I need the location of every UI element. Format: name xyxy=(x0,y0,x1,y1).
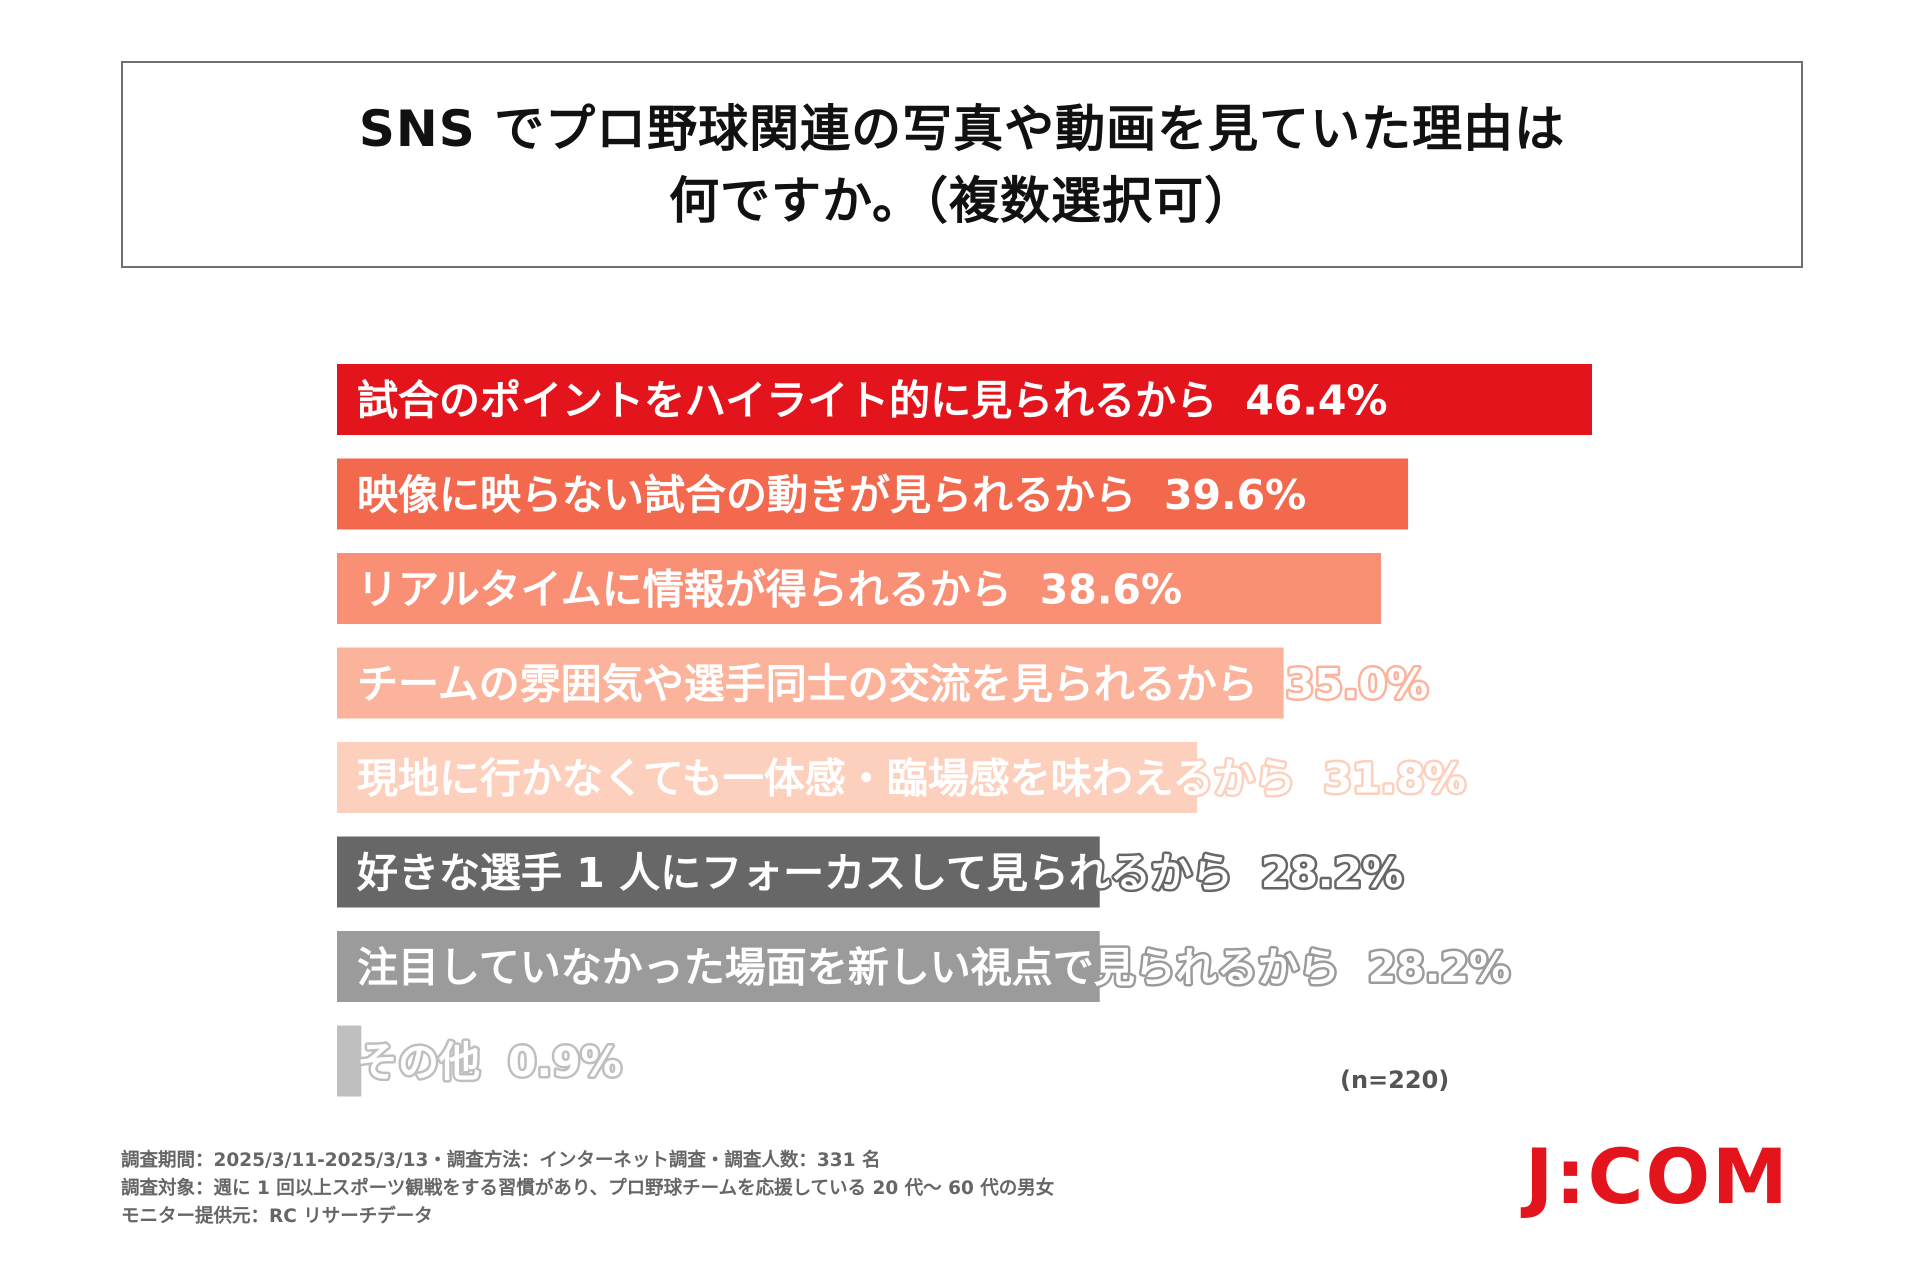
category-label: チームの雰囲気や選手同士の交流を見られるから xyxy=(357,660,1258,708)
bar-5 xyxy=(337,742,1198,813)
category-label: 試合のポイントをハイライト的に見られるから xyxy=(357,377,1217,425)
bar-2 xyxy=(337,458,1409,530)
bar-4 xyxy=(337,647,1284,719)
category-label: 映像に映らない試合の動きが見られるから xyxy=(357,471,1136,519)
bar-label-3: リアルタイムに情報が得られるから 38.6% xyxy=(357,566,1182,614)
bar-7 xyxy=(337,931,1100,1002)
bar-label-8: その他 0.9% xyxy=(357,1038,622,1086)
value-label: 28.2% xyxy=(1261,849,1403,897)
value-label: 39.6% xyxy=(1164,471,1306,519)
footer-line-period: 調査期間：2025/3/11-2025/3/13・調査方法：インターネット調査・… xyxy=(121,1150,881,1171)
value-label: 31.8% xyxy=(1324,755,1466,803)
category-label: 現地に行かなくても一体感・臨場感を味わえるから xyxy=(357,755,1296,803)
survey-footer: 調査期間：2025/3/11-2025/3/13・調査方法：インターネット調査・… xyxy=(121,1147,1054,1231)
value-label: 28.2% xyxy=(1368,944,1510,992)
bar-label-2: 映像に映らない試合の動きが見られるから 39.6% xyxy=(357,471,1306,519)
bar-label-1: 試合のポイントをハイライト的に見られるから 46.4% xyxy=(357,377,1387,425)
bar-label-7: 注目していなかった場面を新しい視点で見られるから 28.2% xyxy=(357,944,1510,992)
jcom-logo: J:COM xyxy=(1525,1132,1790,1221)
bar-chart: 試合のポイントをハイライト的に見られるから 46.4% 映像に映らない試合の動きが見… xyxy=(337,364,1592,1097)
chart-title-line-2: 何ですか。（複数選択可） xyxy=(669,171,1255,230)
bar-1 xyxy=(337,364,1592,435)
bar-8 xyxy=(337,1025,362,1097)
bar-label-4: チームの雰囲気や選手同士の交流を見られるから 35.0% xyxy=(357,660,1428,708)
footer-line-provider: モニター提供元：RC リサーチデータ xyxy=(121,1206,433,1227)
value-label: 46.4% xyxy=(1245,377,1387,425)
value-label: 0.9% xyxy=(508,1038,622,1086)
bar-label-5: 現地に行かなくても一体感・臨場感を味わえるから 31.8% xyxy=(357,755,1466,803)
bar-6 xyxy=(337,836,1100,908)
footer-line-target: 調査対象：週に 1 回以上スポーツ観戦をする習慣があり、プロ野球チームを応援して… xyxy=(121,1178,1055,1199)
bar-3 xyxy=(337,553,1382,624)
category-label: 注目していなかった場面を新しい視点で見られるから xyxy=(357,944,1340,992)
category-label: その他 xyxy=(357,1038,480,1086)
chart-title-line-1: SNS でプロ野球関連の写真や動画を見ていた理由は xyxy=(358,99,1566,158)
value-label: 38.6% xyxy=(1040,566,1182,614)
category-label: リアルタイムに情報が得られるから xyxy=(357,566,1012,614)
category-label: 好きな選手 1 人にフォーカスして見られるから xyxy=(356,849,1233,897)
value-label: 35.0% xyxy=(1286,660,1428,708)
chart-title-box: SNS でプロ野球関連の写真や動画を見ていた理由は 何ですか。（複数選択可） xyxy=(121,61,1803,268)
bar-label-6: 好きな選手 1 人にフォーカスして見られるから 28.2% xyxy=(356,849,1403,897)
sample-size-note: (n=220) xyxy=(1340,1066,1450,1094)
